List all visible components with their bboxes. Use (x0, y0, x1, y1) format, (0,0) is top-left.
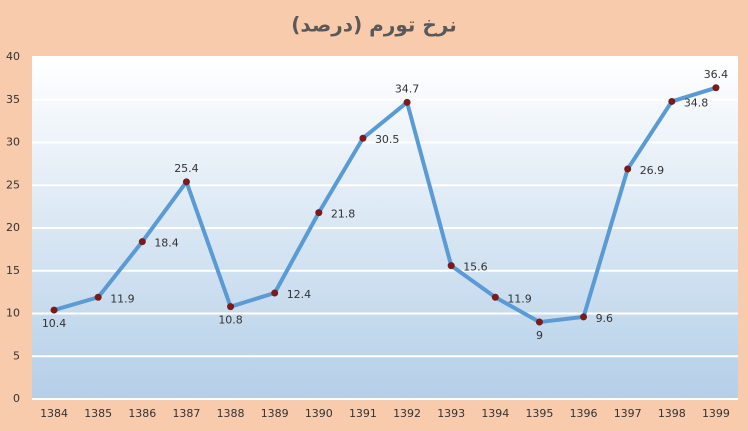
x-tick-label: 1385 (84, 407, 112, 420)
data-label: 21.8 (331, 208, 356, 221)
data-label: 10.4 (42, 317, 67, 330)
data-label: 15.6 (463, 261, 488, 274)
data-label: 12.4 (287, 288, 312, 301)
x-tick-label: 1392 (393, 407, 421, 420)
data-point (50, 306, 58, 314)
data-point (491, 293, 499, 301)
data-point (315, 209, 323, 217)
data-point (447, 262, 455, 270)
data-label: 36.4 (704, 68, 729, 81)
x-tick-label: 1386 (128, 407, 156, 420)
data-point (535, 318, 543, 326)
y-tick-label: 0 (13, 392, 20, 405)
data-label: 11.9 (110, 292, 135, 305)
x-tick-label: 1397 (614, 407, 642, 420)
data-label: 10.8 (218, 314, 243, 327)
data-point (138, 238, 146, 246)
data-label: 11.9 (507, 292, 532, 305)
x-tick-label: 1396 (570, 407, 598, 420)
y-tick-label: 5 (13, 349, 20, 362)
x-tick-label: 1384 (40, 407, 68, 420)
data-point (94, 293, 102, 301)
x-tick-label: 1388 (217, 407, 245, 420)
x-tick-label: 1390 (305, 407, 333, 420)
data-label: 26.9 (640, 164, 665, 177)
y-tick-label: 15 (6, 264, 20, 277)
data-point (580, 313, 588, 321)
y-tick-label: 10 (6, 307, 20, 320)
y-tick-label: 40 (6, 50, 20, 63)
x-tick-label: 1391 (349, 407, 377, 420)
chart-title: نرخ تورم (درصد) (291, 13, 456, 37)
data-point (668, 97, 676, 105)
data-label: 34.7 (395, 82, 420, 95)
data-label: 30.5 (375, 133, 400, 146)
y-tick-label: 35 (6, 93, 20, 106)
data-point (271, 289, 279, 297)
y-tick-label: 30 (6, 136, 20, 149)
data-point (182, 178, 190, 186)
x-tick-label: 1389 (261, 407, 289, 420)
x-tick-label: 1387 (172, 407, 200, 420)
x-tick-label: 1398 (658, 407, 686, 420)
data-line (53, 85, 717, 325)
x-tick-label: 1394 (481, 407, 509, 420)
data-label: 25.4 (174, 162, 199, 175)
y-tick-label: 20 (6, 221, 20, 234)
x-tick-label: 1393 (437, 407, 465, 420)
data-point (227, 303, 235, 311)
data-point (359, 134, 367, 142)
data-point (403, 98, 411, 106)
data-label: 34.8 (684, 96, 709, 109)
data-label: 9.6 (596, 312, 614, 325)
x-tick-label: 1395 (525, 407, 553, 420)
y-tick-label: 25 (6, 178, 20, 191)
x-tick-label: 1399 (702, 407, 730, 420)
data-label: 9 (536, 329, 543, 342)
data-point (624, 165, 632, 173)
data-label: 18.4 (154, 237, 179, 250)
data-point (712, 84, 720, 92)
